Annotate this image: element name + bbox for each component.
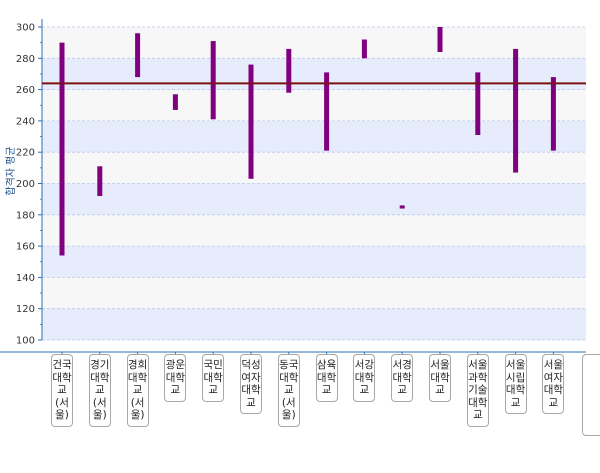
range-bar xyxy=(59,42,65,256)
y-tick-label: 120 xyxy=(16,304,35,315)
x-tick-label: 서울대학교 xyxy=(429,354,451,402)
x-tick-label: 서경대학교 xyxy=(391,354,414,402)
grid-band xyxy=(42,277,586,309)
range-bar xyxy=(475,72,481,135)
grid-band xyxy=(42,27,586,59)
grid-band xyxy=(42,152,586,184)
x-tick-label: 경희대학교(서울) xyxy=(126,354,149,427)
range-bar xyxy=(286,48,292,93)
x-tick-label: 국민대학교 xyxy=(202,354,225,402)
y-axis-label: 합격자 평균 xyxy=(4,146,17,195)
grid-band xyxy=(42,120,586,153)
range-bar xyxy=(399,205,405,209)
x-tick-label: 서강대학교 xyxy=(353,354,376,402)
range-bar xyxy=(135,33,141,78)
grid-band xyxy=(42,214,586,247)
range-bar xyxy=(324,72,330,151)
y-tick-label: 240 xyxy=(16,116,35,127)
x-tick-label: 덕성여자대학교 xyxy=(240,354,262,414)
x-tick-label: 서울시립대학교 xyxy=(504,354,527,414)
x-tick-label: 삼육대학교 xyxy=(315,354,338,402)
grid-band xyxy=(42,89,586,121)
range-bar xyxy=(97,166,103,197)
x-tick-label: 경기대학교(서울) xyxy=(88,354,111,427)
x-tick-label: 서울여자대학교 xyxy=(542,354,565,414)
grid-band xyxy=(42,183,586,215)
y-tick-label: 220 xyxy=(16,148,35,159)
y-axis: 100 120 140 160 180 200 220 240 260 280 300 xyxy=(16,19,43,347)
y-tick-label: 280 xyxy=(16,54,35,65)
range-bar xyxy=(513,48,519,173)
x-tick-label: 서울과학기술대학교 xyxy=(466,354,489,427)
grid-band xyxy=(42,58,586,90)
y-tick-label: 180 xyxy=(16,210,35,221)
range-bar xyxy=(550,77,556,151)
background-bands xyxy=(42,27,586,340)
y-tick-label: 200 xyxy=(16,179,35,190)
gridlines xyxy=(42,26,586,341)
grid-band xyxy=(42,246,586,278)
y-tick-label: 160 xyxy=(16,242,35,253)
range-bar xyxy=(248,64,254,179)
y-tick-label: 100 xyxy=(16,336,35,347)
grid-band xyxy=(42,308,586,340)
category-label-cutoff xyxy=(582,354,600,436)
range-bar xyxy=(361,39,367,59)
x-tick-label: 건국대학교(서울) xyxy=(51,354,73,427)
x-tick-label: 광운대학교 xyxy=(164,354,187,402)
y-tick-label: 140 xyxy=(16,273,35,284)
range-bar xyxy=(172,94,178,110)
y-tick-label: 300 xyxy=(16,23,35,34)
range-bars xyxy=(59,27,556,256)
x-tick-label: 동국대학교(서울) xyxy=(277,354,300,427)
range-bar xyxy=(210,41,216,120)
y-tick-label: 260 xyxy=(16,85,35,96)
range-bar xyxy=(437,27,443,53)
